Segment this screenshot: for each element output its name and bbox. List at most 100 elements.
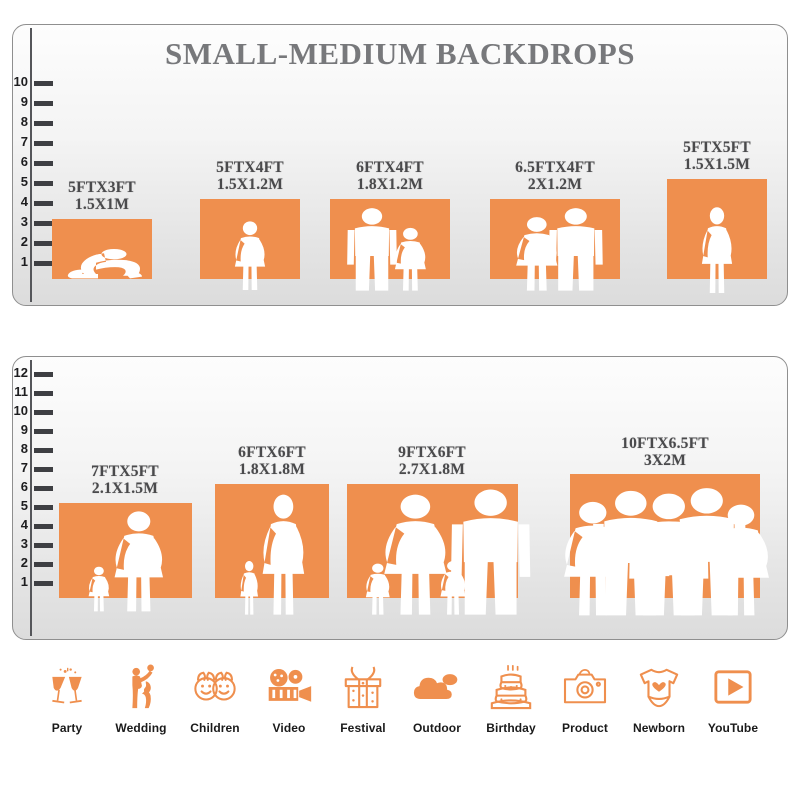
backdrop-size-feet: 6.5FTX4FT [515,159,595,176]
backdrop-item[interactable]: 6FTX4FT 1.8X1.2M [330,159,450,291]
use-case-children[interactable]: Children [178,660,252,735]
birthday-cake-icon [482,660,540,714]
backdrop-size-feet: 6FTX4FT [356,159,424,176]
use-case-youtube[interactable]: YouTube [696,660,770,735]
backdrop-size-label: 6.5FTX4FT 2X1.2M [515,159,595,194]
baby-onesie-icon [630,660,688,714]
backdrop-item[interactable]: 6.5FTX4FT 2X1.2M [490,159,620,291]
ruler-tick-label: 6 [20,154,28,169]
use-case-label: Wedding [115,721,167,735]
silhouette-family-of-four [347,487,530,615]
ruler-tick-label: 7 [20,134,28,149]
ruler-tick-label: 10 [13,403,28,418]
use-case-label: Party [51,721,83,735]
use-case-label: Children [190,721,240,735]
ruler-tick [34,261,53,266]
ruler-tick [34,467,53,472]
use-case-icon-strip: Party Wedding [12,660,788,770]
movie-camera-icon [260,660,318,714]
backdrop-item[interactable]: 6FTX6FT 1.8X1.8M [215,444,329,615]
ruler-tick-label: 10 [13,74,28,89]
ruler-tick-label: 8 [20,114,28,129]
ruler-tick-label: 11 [14,384,28,399]
silhouette-boy-and-girl [330,201,450,291]
ruler-tick [34,581,53,586]
champagne-glasses-icon [38,660,96,714]
ruler-tick-label: 1 [20,254,28,269]
use-case-label: Festival [340,721,386,735]
ruler-tick-label: 8 [20,441,28,456]
backdrop-size-meters: 1.8X1.2M [356,176,424,194]
backdrop-size-label: 7FTX5FT 2.1X1.5M [91,463,159,498]
ruler-tick [34,524,53,529]
backdrop-swatch[interactable] [667,178,767,294]
play-button-icon [704,660,762,714]
backdrop-item[interactable]: 7FTX5FT 2.1X1.5M [58,463,192,612]
backdrop-size-feet: 5FTX4FT [216,159,284,176]
ruler-tick-label: 4 [20,194,28,209]
use-case-newborn[interactable]: Newborn [622,660,696,735]
children-faces-icon [186,660,244,714]
ruler-tick [34,81,53,86]
page-title: SMALL-MEDIUM BACKDROPS [165,36,635,71]
silhouette-group-of-five [564,477,769,616]
ruler-tick-label: 7 [20,460,28,475]
backdrop-swatch[interactable] [564,474,769,616]
backdrop-size-label: 6FTX6FT 1.8X1.8M [238,444,306,479]
ruler-tick [34,161,53,166]
backdrop-size-meters: 1.5X1.5M [683,156,751,174]
backdrop-size-label: 5FTX5FT 1.5X1.5M [683,139,751,174]
ruler-tick [34,391,53,396]
ruler-tick-label: 3 [20,214,28,229]
backdrop-size-label: 5FTX4FT 1.5X1.2M [216,159,284,194]
ruler-tick [34,562,53,567]
ruler-tick [34,101,53,106]
use-case-party[interactable]: Party [30,660,104,735]
ruler-tick-label: 9 [20,94,28,109]
use-case-product[interactable]: Product [548,660,622,735]
use-case-wedding[interactable]: Wedding [104,660,178,735]
backdrop-size-meters: 2.1X1.5M [91,480,159,498]
backdrop-item[interactable]: 10FTX6.5FT 3X2M [564,434,769,616]
backdrop-size-meters: 2X1.2M [527,176,583,194]
backdrop-item[interactable]: 9FTX6FT 2.7X1.8M [346,444,530,615]
use-case-label: Birthday [486,721,536,735]
backdrop-size-label: 5FTX3FT 1.5X1M [68,179,136,214]
backdrop-item[interactable]: 5FTX3FT 1.5X1M [52,179,152,279]
backdrop-size-feet: 10FTX6.5FT [621,434,709,452]
backdrop-item[interactable]: 5FTX5FT 1.5X1.5M [667,139,767,294]
backdrop-swatch[interactable] [330,198,450,291]
backdrop-swatch[interactable] [490,198,620,291]
use-case-outdoor[interactable]: Outdoor [400,660,474,735]
backdrop-size-meters: 1.5X1M [74,196,130,214]
ruler-tick-label: 2 [20,234,28,249]
backdrop-swatch[interactable] [215,483,329,615]
ruler-tick-label: 12 [13,365,28,380]
use-case-festival[interactable]: Festival [326,660,400,735]
ruler-tick [34,505,53,510]
backdrop-size-meters: 3X2M [643,451,687,469]
use-case-video[interactable]: Video [252,660,326,735]
backdrop-swatch[interactable] [58,502,192,612]
ruler-tick [34,121,53,126]
ruler-tick-label: 4 [20,517,28,532]
backdrop-swatch[interactable] [346,483,530,615]
silhouette-mother-and-child [59,505,192,612]
ruler-tick-label: 3 [20,536,28,551]
ruler-tick-label: 6 [20,479,28,494]
backdrop-swatch[interactable] [200,198,300,291]
ruler-tick [34,429,53,434]
use-case-label: Outdoor [412,721,462,735]
photo-camera-icon [556,660,614,714]
backdrop-item[interactable]: 5FTX4FT 1.5X1.2M [200,159,300,291]
silhouette-one-girl [200,202,300,291]
ruler-tick-label: 5 [20,174,28,189]
ruler-tick-label: 5 [20,498,28,513]
use-case-birthday[interactable]: Birthday [474,660,548,735]
backdrop-size-feet: 6FTX6FT [238,444,306,461]
backdrop-swatch[interactable] [52,218,152,279]
cloud-icon [408,660,466,714]
